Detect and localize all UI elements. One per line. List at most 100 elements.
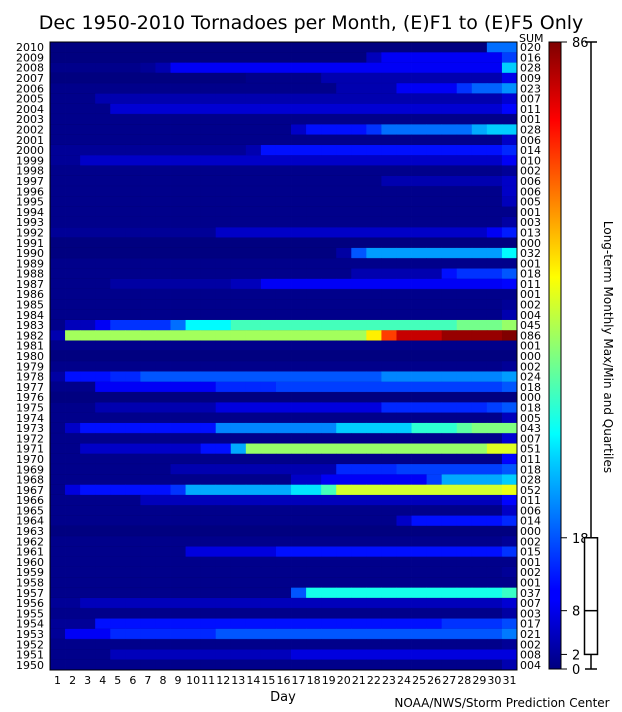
heatmap-cell <box>80 134 96 146</box>
heatmap-cell <box>381 412 397 424</box>
heatmap-cell <box>501 278 518 290</box>
heatmap-cell <box>125 309 141 321</box>
heatmap-cell <box>215 309 232 321</box>
heatmap-cell <box>366 350 382 362</box>
heatmap-cell <box>200 52 217 63</box>
heatmap-cell <box>456 340 473 352</box>
heatmap-cell <box>306 556 322 568</box>
heatmap-cell <box>336 114 352 125</box>
heatmap-cell <box>230 402 247 414</box>
heatmap-cell <box>381 556 397 568</box>
heatmap-cell <box>215 536 232 547</box>
heatmap-cell <box>140 453 156 465</box>
heatmap-cell <box>321 227 337 239</box>
heatmap-cell <box>366 505 382 516</box>
heatmap-cell <box>230 268 247 280</box>
sum-column-header: SUM <box>519 32 544 45</box>
heatmap-cell <box>306 546 322 558</box>
heatmap-cell <box>170 206 186 218</box>
heatmap-cell <box>65 155 81 166</box>
heatmap-cell <box>396 525 412 537</box>
heatmap-cell <box>170 289 186 300</box>
heatmap-cell <box>486 134 503 146</box>
heatmap-cell <box>215 464 232 475</box>
heatmap-cells <box>50 42 518 671</box>
row-sum-label: 002 <box>520 165 541 178</box>
heatmap-cell <box>50 392 66 403</box>
heatmap-cell <box>275 52 292 63</box>
heatmap-cell <box>185 350 202 362</box>
heatmap-cell <box>306 412 322 424</box>
heatmap-cell <box>291 536 307 547</box>
heatmap-cell <box>110 268 126 280</box>
heatmap-cell <box>125 402 141 414</box>
heatmap-cell <box>291 608 307 619</box>
heatmap-cell <box>50 628 66 640</box>
heatmap-cell <box>275 165 292 177</box>
heatmap-cell <box>125 371 141 383</box>
heatmap-cell <box>155 268 171 280</box>
heatmap-cell <box>321 134 337 146</box>
heatmap-cell <box>200 649 217 661</box>
heatmap-cell <box>381 186 397 197</box>
heatmap-cell <box>185 525 202 537</box>
heatmap-cell <box>381 114 397 125</box>
heatmap-cell <box>215 443 232 455</box>
heatmap-cell <box>260 124 277 136</box>
row-sum-label: 014 <box>520 515 541 528</box>
heatmap-cell <box>65 93 81 105</box>
heatmap-cell <box>125 392 141 403</box>
year-label: 1980 <box>16 350 44 363</box>
heatmap-cell <box>366 52 382 63</box>
heatmap-cell <box>441 144 458 156</box>
heatmap-cell <box>170 268 186 280</box>
heatmap-cell <box>441 350 458 362</box>
heatmap-cell <box>336 515 352 527</box>
year-label: 1957 <box>16 587 44 600</box>
heatmap-cell <box>321 649 337 661</box>
sum-labels: 0200160280090230070110010280060140100020… <box>520 41 541 672</box>
heatmap-cell <box>291 546 307 558</box>
heatmap-cell <box>260 62 277 74</box>
heatmap-cell <box>381 330 397 341</box>
heatmap-cell <box>291 319 307 331</box>
heatmap-cell <box>275 278 292 290</box>
heatmap-cell <box>215 628 232 640</box>
heatmap-cell <box>456 618 473 630</box>
heatmap-cell <box>140 567 156 578</box>
heatmap-cell <box>155 525 171 537</box>
heatmap-cell <box>411 494 428 506</box>
heatmap-cell <box>381 155 397 166</box>
heatmap-cell <box>471 309 488 321</box>
heatmap-cell <box>336 659 352 671</box>
heatmap-cell <box>441 93 458 105</box>
heatmap-cell <box>65 227 81 239</box>
heatmap-cell <box>321 330 337 341</box>
heatmap-cell <box>321 392 337 403</box>
heatmap-cell <box>140 227 156 239</box>
heatmap-cell <box>140 392 156 403</box>
heatmap-cell <box>230 361 247 372</box>
heatmap-cell <box>336 309 352 321</box>
heatmap-cell <box>306 52 322 63</box>
heatmap-cell <box>351 155 367 166</box>
year-label: 1977 <box>16 381 44 394</box>
heatmap-cell <box>275 484 292 496</box>
year-label: 1989 <box>16 257 44 270</box>
year-label: 1991 <box>16 237 44 250</box>
heatmap-cell <box>456 597 473 609</box>
heatmap-cell <box>275 83 292 94</box>
heatmap-cell <box>245 124 262 136</box>
heatmap-cell <box>486 186 503 197</box>
year-label: 1970 <box>16 453 44 466</box>
heatmap-cell <box>336 227 352 239</box>
heatmap-cell <box>80 361 96 372</box>
heatmap-cell <box>170 175 186 187</box>
heatmap-cell <box>396 278 412 290</box>
heatmap-cell <box>170 412 186 424</box>
heatmap-cell <box>456 453 473 465</box>
row-sum-label: 000 <box>520 391 541 404</box>
heatmap-cell <box>245 381 262 393</box>
heatmap-cell <box>275 134 292 146</box>
heatmap-cell <box>396 144 412 156</box>
